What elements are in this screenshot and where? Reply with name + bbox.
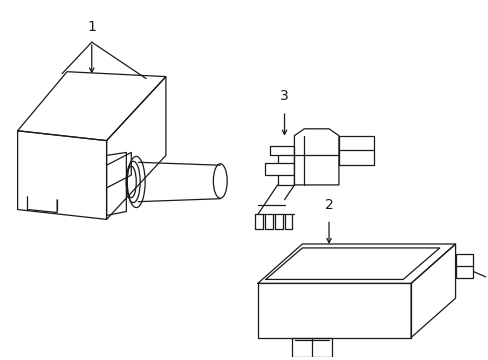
Text: 2: 2: [324, 198, 333, 212]
Text: 3: 3: [280, 89, 288, 103]
Text: 1: 1: [87, 20, 96, 34]
